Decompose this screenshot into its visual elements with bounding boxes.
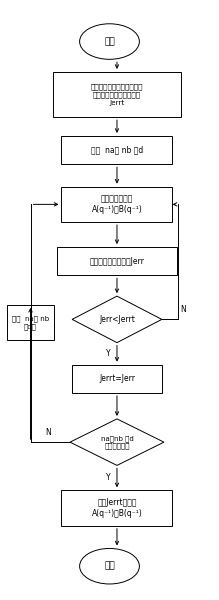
Text: 计算预测误差平方和Jerr: 计算预测误差平方和Jerr	[90, 257, 144, 266]
Text: Jerrt=Jerr: Jerrt=Jerr	[99, 374, 135, 383]
Text: 初始化：把训练数据分为建
模数据和测试数据，赋值
Jerrt: 初始化：把训练数据分为建 模数据和测试数据，赋值 Jerrt	[91, 83, 143, 106]
Text: 最小二乘法辨识
A(q⁻¹)和B(q⁻¹): 最小二乘法辨识 A(q⁻¹)和B(q⁻¹)	[92, 194, 142, 214]
Text: na、nb 或d
是否超范围？: na、nb 或d 是否超范围？	[101, 435, 133, 449]
Text: N: N	[45, 428, 51, 437]
Text: 给定  na、 nb 和d: 给定 na、 nb 和d	[91, 146, 143, 155]
Text: 改变  na、 nb
和d値: 改变 na、 nb 和d値	[12, 315, 49, 330]
Text: 输出Jerrt对应的
A(q⁻¹)和B(q⁻¹): 输出Jerrt对应的 A(q⁻¹)和B(q⁻¹)	[92, 498, 142, 518]
Text: 开始: 开始	[104, 37, 115, 46]
Text: Y: Y	[106, 349, 111, 358]
Text: 结束: 结束	[104, 562, 115, 571]
Text: Jerr<Jerrt: Jerr<Jerrt	[99, 315, 135, 324]
Text: N: N	[180, 305, 186, 314]
Text: Y: Y	[106, 473, 111, 482]
